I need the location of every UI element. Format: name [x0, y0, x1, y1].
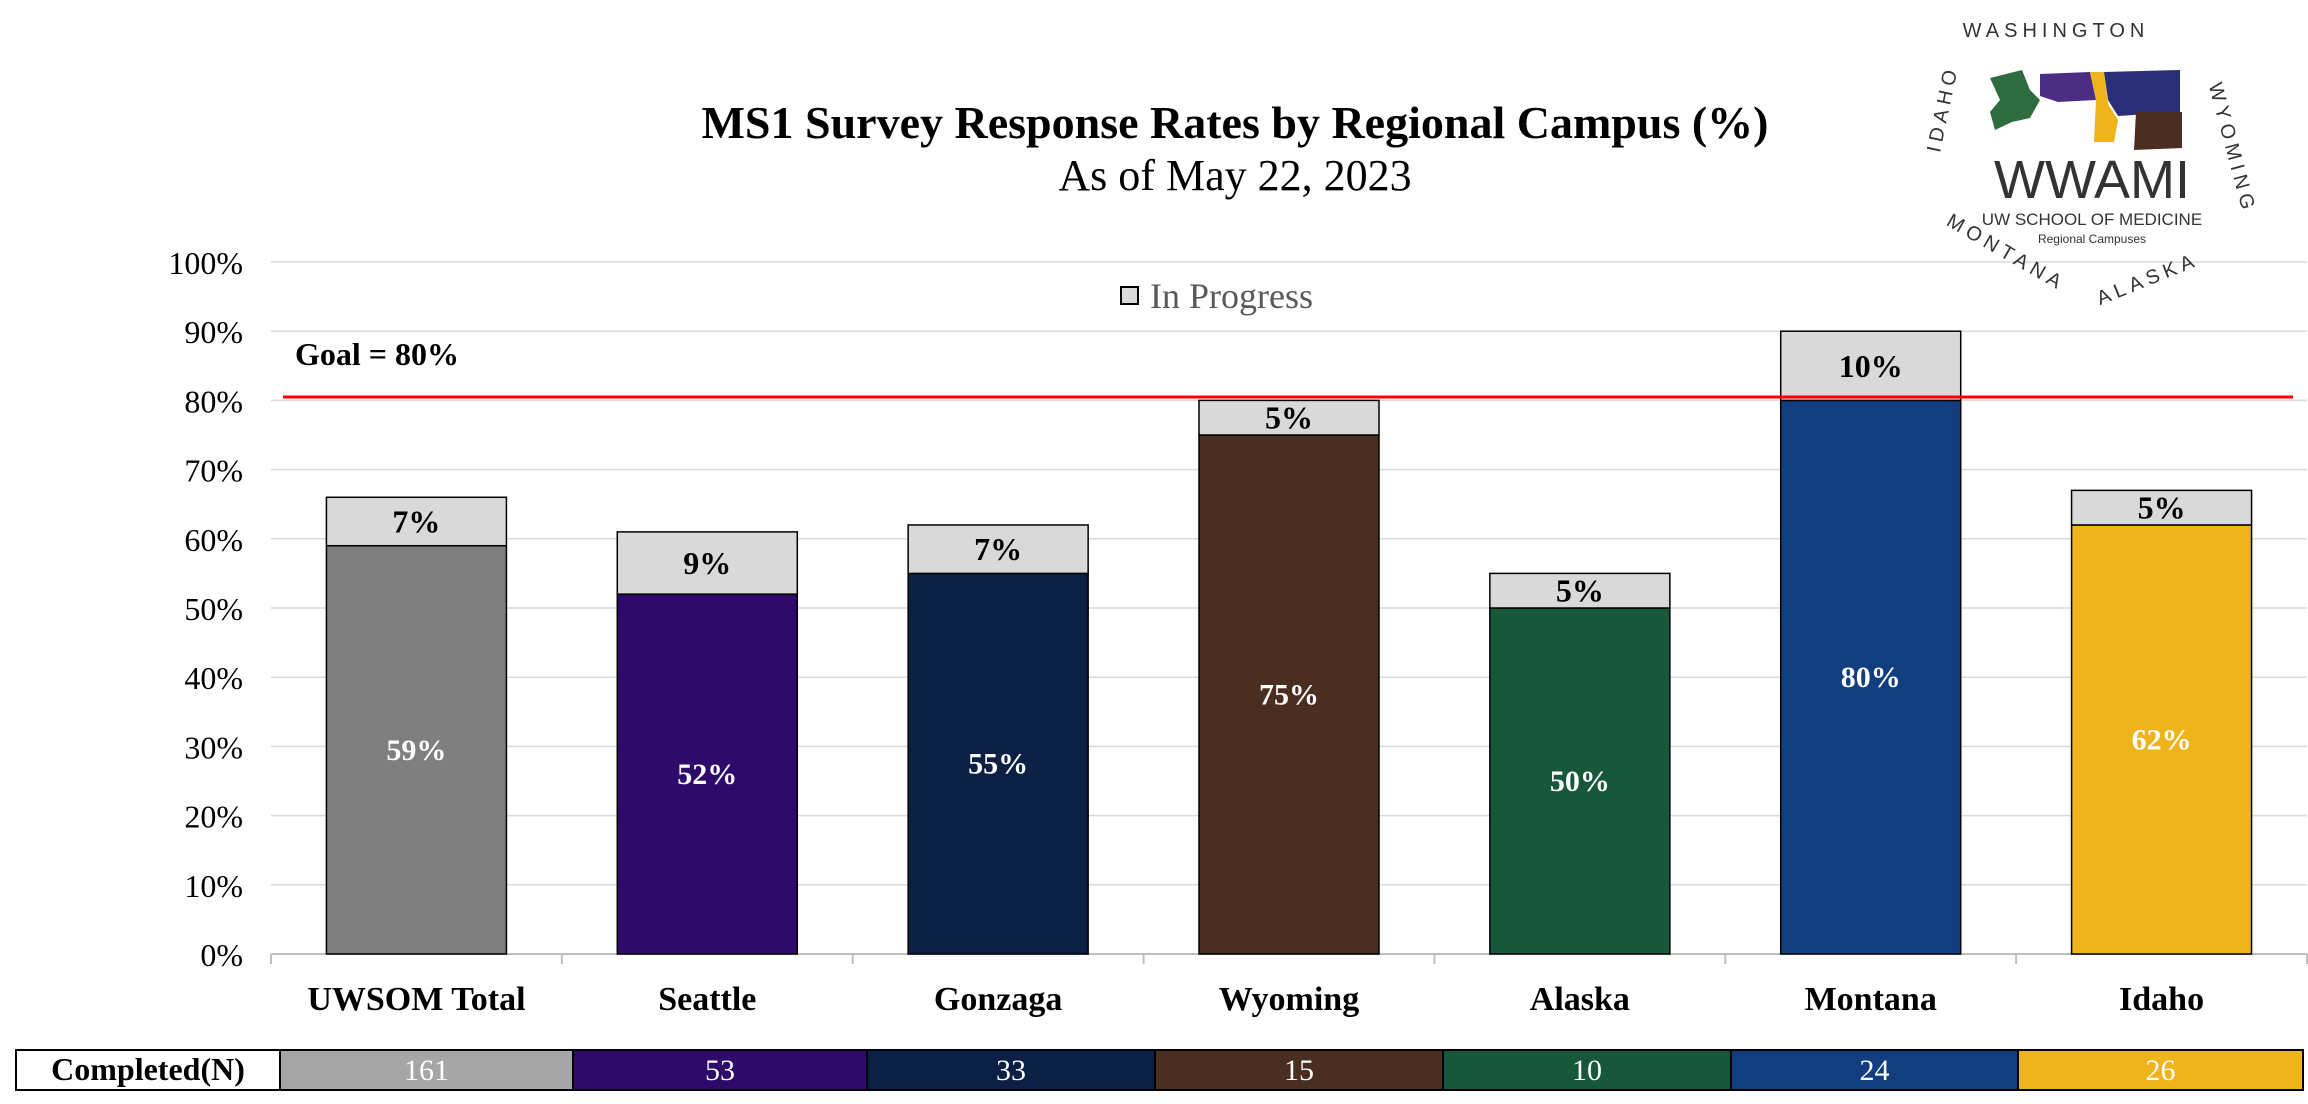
data-label-completed: 59% [386, 734, 446, 767]
data-label-in-progress: 5% [1556, 573, 1604, 609]
x-tick-label: Montana [1805, 981, 1937, 1018]
y-tick-label: 10% [184, 868, 243, 904]
table-cell-value: 24 [1860, 1054, 1890, 1087]
y-tick-label: 20% [184, 799, 243, 835]
logo-ring-alaska: ALASKA [2094, 249, 2202, 310]
table-cell [1730, 1049, 2019, 1091]
y-tick-label: 30% [184, 729, 243, 765]
completed-table: Completed(N) 161 53 33 15 10 24 26 [15, 1049, 2304, 1091]
bar-completed [1489, 607, 1671, 955]
table-cell [866, 1049, 1156, 1091]
y-axis: 0% 10% 20% 30% 40% 50% 60% 70% 80% 90% 100% [168, 245, 243, 973]
data-label-in-progress: 9% [683, 545, 731, 581]
data-label-completed: 50% [1550, 765, 1610, 798]
x-tick-label: Alaska [1530, 981, 1630, 1018]
bar-in-progress [1198, 399, 1380, 436]
data-label-in-progress: 7% [392, 504, 440, 540]
table-cell-value: 53 [705, 1054, 735, 1087]
logo-ring-washington: WASHINGTON [1963, 20, 2150, 42]
bar-completed [2070, 524, 2253, 955]
bars: 59% 7% 52% 9% 55% 7% 75% 5% 50% 5% 80% 10% 62% 5% [325, 330, 2253, 955]
data-label-completed: 52% [677, 758, 737, 791]
table-cell [1154, 1049, 1444, 1091]
bar-completed [1779, 399, 1962, 955]
x-tick-label: UWSOM Total [307, 981, 525, 1018]
chart-subtitle: As of May 22, 2023 [1058, 151, 1411, 200]
bar-in-progress [907, 524, 1089, 575]
table-header: Completed(N) [51, 1051, 245, 1087]
legend-label-in-progress: In Progress [1150, 276, 1313, 316]
bar-in-progress [1779, 330, 1962, 402]
logo-line2: Regional Campuses [2038, 232, 2146, 246]
y-tick-label: 70% [184, 453, 243, 489]
table-cell-value: 26 [2146, 1054, 2176, 1087]
table-cell [2017, 1049, 2304, 1091]
table-cell [1442, 1049, 1732, 1091]
bar-in-progress [2070, 489, 2253, 526]
y-tick-label: 90% [184, 314, 243, 350]
table-cell-value: 161 [404, 1054, 449, 1087]
data-label-in-progress: 5% [2138, 490, 2186, 526]
data-label-completed: 80% [1841, 661, 1901, 694]
y-tick-label: 40% [184, 660, 243, 696]
chart-title: MS1 Survey Response Rates by Regional Ca… [702, 97, 1769, 148]
bar-in-progress [1489, 572, 1671, 609]
data-label-in-progress: 10% [1839, 348, 1903, 384]
table-cell-value: 33 [996, 1054, 1026, 1087]
data-label-completed: 62% [2132, 723, 2192, 756]
x-tick-label: Seattle [658, 981, 756, 1018]
data-label-in-progress: 5% [1265, 400, 1313, 436]
table-cell-value: 10 [1572, 1054, 1602, 1087]
y-tick-label: 100% [168, 245, 243, 281]
bar-completed [1198, 434, 1380, 955]
bar-in-progress [616, 531, 799, 595]
wwami-logo: WASHINGTON WYOMING ALASKA MONTANA IDAHO … [1923, 20, 2260, 310]
table-cell-value: 15 [1284, 1054, 1314, 1087]
logo-line1: UW SCHOOL OF MEDICINE [1982, 210, 2202, 229]
x-axis: UWSOM Total Seattle Gonzaga Wyoming Alaska Mo… [270, 954, 2308, 1018]
goal-label: Goal = 80% [295, 336, 459, 372]
data-label-completed: 75% [1259, 679, 1319, 712]
data-label-in-progress: 7% [974, 531, 1022, 567]
y-tick-label: 0% [200, 937, 243, 973]
goal: Goal = 80% [283, 336, 2293, 399]
legend-swatch-in-progress [1120, 286, 1139, 305]
x-tick-label: Gonzaga [934, 981, 1062, 1018]
bar-completed [616, 593, 799, 955]
legend: In Progress [1120, 276, 1313, 316]
logo-wwami: WWAMI [1994, 150, 2190, 210]
logo-ring-wyoming: WYOMING [2204, 80, 2260, 216]
table-cell [572, 1049, 868, 1091]
bar-in-progress [325, 496, 508, 547]
logo-map-icon [1990, 70, 2182, 150]
y-tick-label: 60% [184, 522, 243, 558]
y-tick-label: 80% [184, 383, 243, 419]
data-label-completed: 55% [968, 748, 1028, 781]
table-cell [279, 1049, 574, 1091]
x-tick-label: Idaho [2119, 981, 2204, 1018]
logo-ring-idaho: IDAHO [1923, 63, 1963, 154]
y-tick-label: 50% [184, 591, 243, 627]
x-tick-label: Wyoming [1219, 981, 1359, 1018]
bar-completed [907, 572, 1089, 955]
